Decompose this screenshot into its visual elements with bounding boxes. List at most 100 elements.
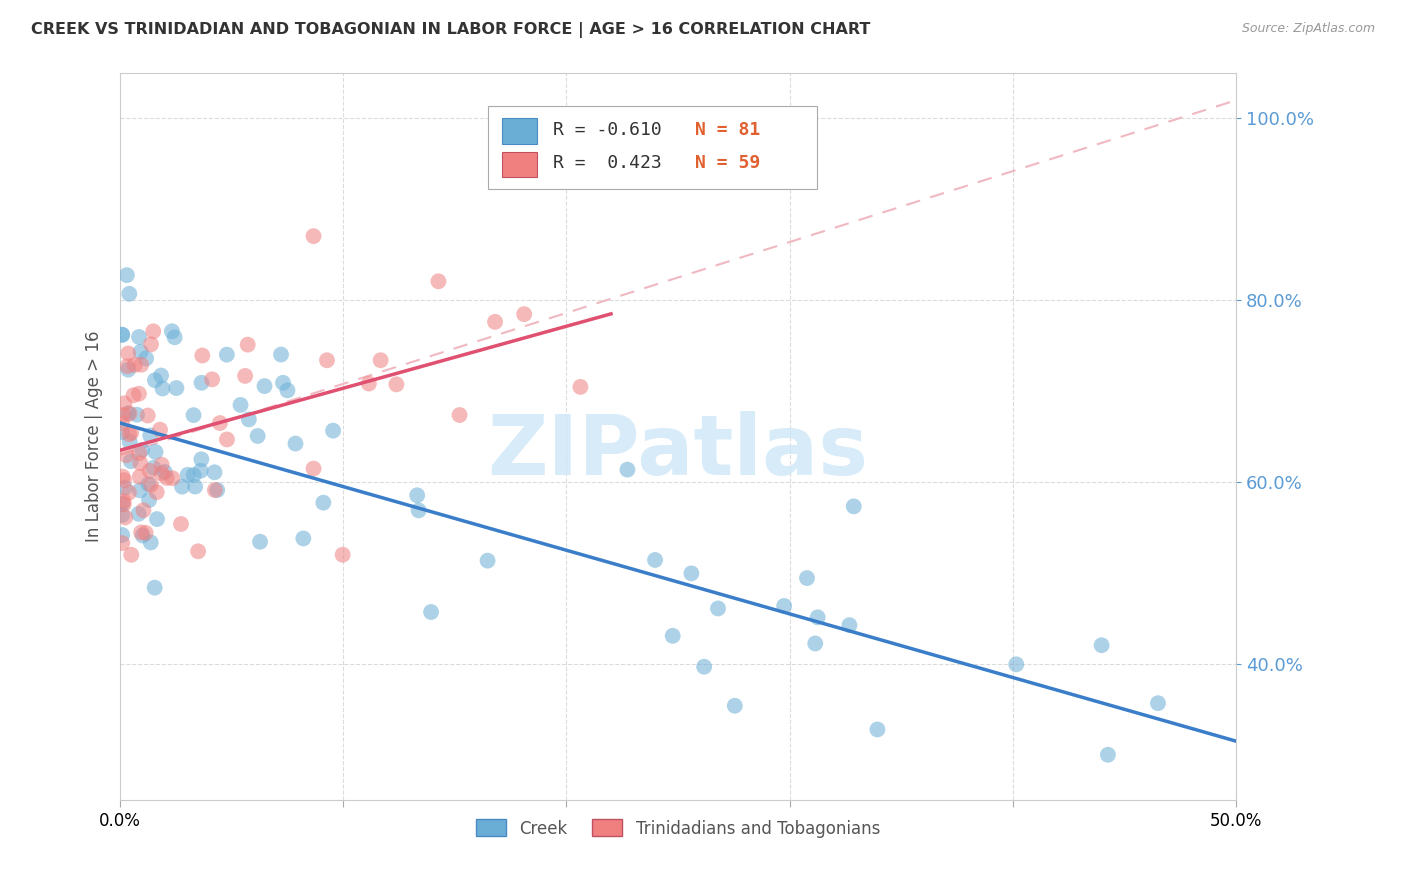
Point	[118, 434, 141, 449]
Point	[150, 368, 173, 383]
Point	[111, 497, 134, 511]
Point	[128, 507, 150, 521]
FancyBboxPatch shape	[502, 118, 537, 144]
Point	[253, 379, 276, 393]
Text: R = -0.610: R = -0.610	[553, 120, 662, 138]
Point	[866, 723, 889, 737]
Point	[145, 485, 167, 500]
Point	[128, 446, 150, 460]
Text: CREEK VS TRINIDADIAN AND TOBAGONIAN IN LABOR FORCE | AGE > 16 CORRELATION CHART: CREEK VS TRINIDADIAN AND TOBAGONIAN IN L…	[31, 22, 870, 38]
FancyBboxPatch shape	[502, 152, 537, 177]
Point	[146, 512, 169, 526]
Point	[208, 416, 231, 430]
Point	[143, 581, 166, 595]
Point	[477, 554, 499, 568]
Point	[111, 508, 134, 522]
Point	[128, 483, 150, 498]
Point	[284, 436, 307, 450]
Point	[292, 532, 315, 546]
Point	[118, 286, 141, 301]
Point	[184, 479, 207, 493]
Point	[112, 497, 135, 511]
Point	[124, 358, 146, 372]
Point	[128, 330, 150, 344]
Point	[149, 423, 172, 437]
Point	[136, 409, 159, 423]
Point	[176, 467, 198, 482]
Point	[187, 544, 209, 558]
Point	[1090, 638, 1112, 652]
Point	[707, 601, 730, 615]
Point	[271, 376, 294, 390]
Text: N = 81: N = 81	[695, 120, 761, 138]
Point	[112, 473, 135, 487]
Point	[302, 461, 325, 475]
Point	[693, 659, 716, 673]
Point	[139, 337, 162, 351]
Point	[135, 351, 157, 366]
Point	[190, 452, 212, 467]
Point	[807, 610, 830, 624]
Point	[111, 469, 134, 483]
Point	[114, 481, 136, 495]
Point	[120, 425, 142, 440]
Point	[143, 373, 166, 387]
Point	[117, 407, 139, 421]
Text: ZIPatlas: ZIPatlas	[488, 410, 869, 491]
Point	[129, 456, 152, 470]
Point	[773, 599, 796, 613]
Point	[117, 359, 139, 374]
Point	[129, 358, 152, 372]
Point	[112, 494, 135, 508]
Point	[114, 510, 136, 524]
Point	[842, 500, 865, 514]
Point	[236, 337, 259, 351]
Point	[616, 463, 638, 477]
Point	[117, 346, 139, 360]
Legend: Creek, Trinidadians and Tobagonians: Creek, Trinidadians and Tobagonians	[470, 813, 887, 844]
Point	[150, 458, 173, 472]
Point	[804, 636, 827, 650]
Point	[270, 347, 292, 361]
Point	[111, 528, 134, 542]
Point	[111, 327, 134, 342]
Point	[205, 483, 228, 497]
Point	[276, 384, 298, 398]
Point	[145, 445, 167, 459]
Point	[138, 493, 160, 508]
Point	[138, 477, 160, 491]
Point	[644, 553, 666, 567]
Point	[408, 503, 430, 517]
Point	[204, 465, 226, 479]
Point	[142, 324, 165, 338]
Point	[163, 330, 186, 344]
Point	[420, 605, 443, 619]
Point	[115, 448, 138, 462]
Y-axis label: In Labor Force | Age > 16: In Labor Force | Age > 16	[86, 331, 103, 542]
Point	[139, 428, 162, 442]
Point	[215, 348, 238, 362]
Point	[1097, 747, 1119, 762]
Point	[357, 376, 380, 391]
Point	[170, 480, 193, 494]
Point	[513, 307, 536, 321]
Point	[120, 548, 142, 562]
Point	[135, 525, 157, 540]
Point	[115, 268, 138, 282]
Point	[142, 460, 165, 475]
Point	[129, 344, 152, 359]
Point	[111, 417, 134, 431]
Point	[838, 618, 860, 632]
Point	[681, 566, 703, 581]
Point	[118, 427, 141, 442]
Point	[385, 377, 408, 392]
Point	[129, 525, 152, 540]
Point	[569, 380, 592, 394]
Point	[427, 274, 450, 288]
Point	[246, 429, 269, 443]
Point	[302, 229, 325, 244]
Point	[233, 368, 256, 383]
Point	[406, 488, 429, 502]
Point	[117, 362, 139, 376]
Point	[183, 408, 205, 422]
